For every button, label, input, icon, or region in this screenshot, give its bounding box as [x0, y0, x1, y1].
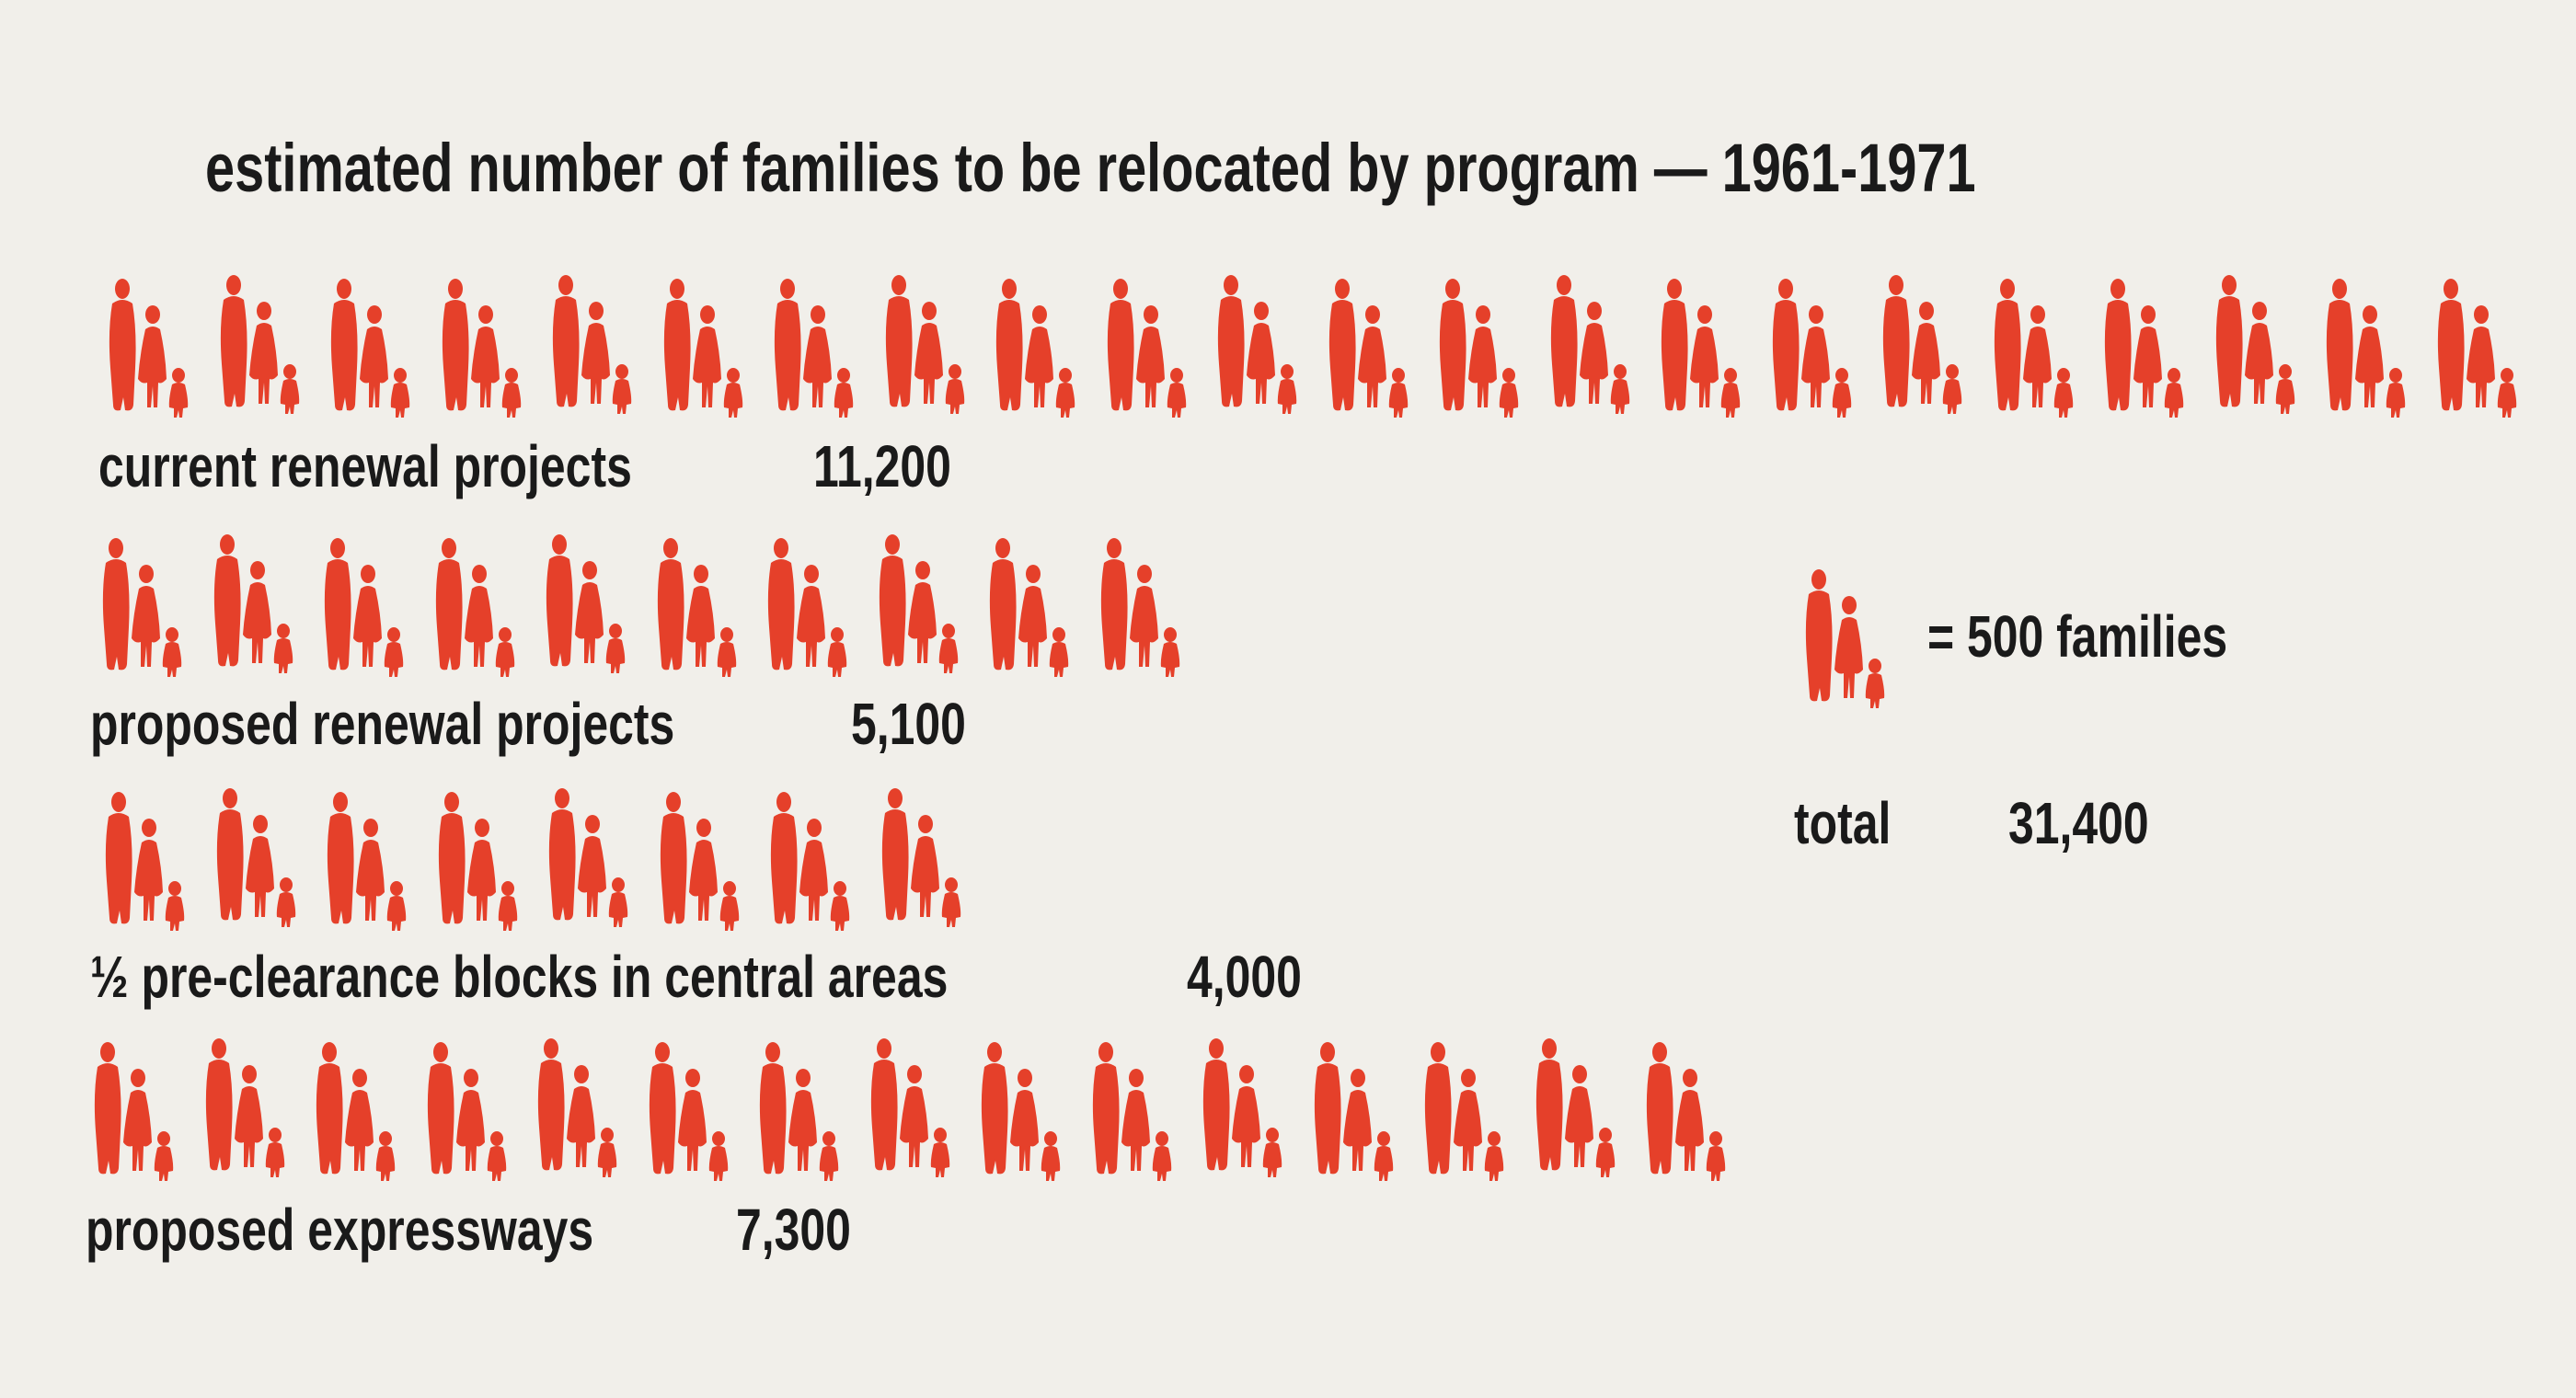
- chart-title: estimated number of families to be reloc…: [205, 130, 1976, 206]
- family-icon: [312, 1039, 400, 1183]
- family-icon: [645, 1039, 733, 1183]
- family-icon: [545, 785, 633, 929]
- family-icon: [216, 272, 305, 416]
- family-icon: [210, 532, 298, 675]
- family-icon: [1768, 276, 1857, 419]
- family-icon: [90, 1039, 178, 1183]
- family-icon: [2433, 276, 2522, 419]
- family-icon: [434, 789, 523, 933]
- family-icon: [878, 785, 966, 929]
- family-icon: [101, 789, 190, 933]
- family-icon: [423, 1039, 512, 1183]
- family-icon: [1325, 276, 1413, 419]
- family-icon: [1310, 1039, 1398, 1183]
- family-icon: [1213, 272, 1302, 416]
- series-value: 4,000: [1187, 944, 1302, 1010]
- family-icon: [320, 535, 408, 679]
- family-icon: [1657, 276, 1745, 419]
- family-icon: [201, 1036, 290, 1179]
- series-label: proposed renewal projects: [90, 691, 675, 757]
- family-icon: [1532, 1036, 1620, 1179]
- family-icon: [1097, 535, 1185, 679]
- series-label: proposed expressways: [86, 1197, 594, 1263]
- family-icon: [1547, 272, 1635, 416]
- family-icon: [548, 272, 637, 416]
- series-label: ½ pre-clearance blocks in central areas: [90, 944, 949, 1010]
- family-icon: [660, 276, 748, 419]
- family-icon: [1435, 276, 1524, 419]
- family-icon: [1199, 1036, 1287, 1179]
- family-icon: [867, 1036, 955, 1179]
- family-icon: [875, 532, 963, 675]
- series-value: 11,200: [813, 433, 951, 499]
- family-icon: [98, 535, 187, 679]
- family-icon: [1420, 1039, 1509, 1183]
- family-icon: [1088, 1039, 1177, 1183]
- family-icon: [1642, 1039, 1731, 1183]
- family-icon: [2212, 272, 2300, 416]
- family-icon: [755, 1039, 844, 1183]
- family-icon: [766, 789, 855, 933]
- family-icon: [656, 789, 744, 933]
- family-icon: [323, 789, 411, 933]
- family-icon: [770, 276, 858, 419]
- family-icon: [1879, 272, 1967, 416]
- total-value: 31,400: [2008, 790, 2149, 856]
- family-icon: [534, 1036, 622, 1179]
- family-icon: [213, 785, 301, 929]
- family-icon: [431, 535, 520, 679]
- family-icon: [438, 276, 526, 419]
- family-icon: [977, 1039, 1065, 1183]
- family-icon: [2100, 276, 2189, 419]
- family-icon: [105, 276, 193, 419]
- family-icon: [881, 272, 970, 416]
- family-icon: [1103, 276, 1191, 419]
- family-icon: [542, 532, 630, 675]
- family-icon: [1990, 276, 2078, 419]
- family-icon: [2322, 276, 2410, 419]
- legend-label: = 500 families: [1927, 603, 2228, 670]
- family-icon: [653, 535, 742, 679]
- total-label: total: [1794, 790, 1892, 856]
- legend-family-icon: [1801, 567, 1890, 710]
- family-icon: [764, 535, 852, 679]
- family-icon: [327, 276, 415, 419]
- series-value: 5,100: [851, 691, 966, 757]
- family-icon: [985, 535, 1074, 679]
- series-label: current renewal projects: [98, 433, 632, 499]
- series-value: 7,300: [736, 1197, 851, 1263]
- family-icon: [992, 276, 1080, 419]
